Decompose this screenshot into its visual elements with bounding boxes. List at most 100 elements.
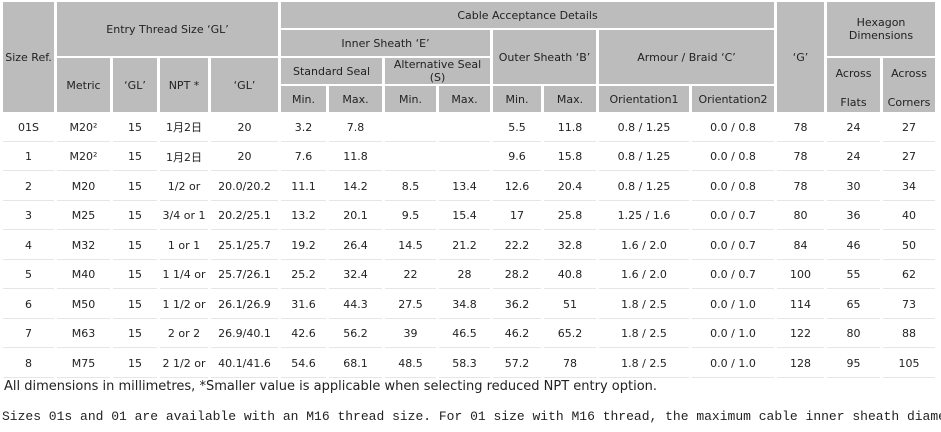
header-cell: ‘GL’ [211,58,279,112]
cell: 27.5 [385,291,437,319]
cell: 14.5 [385,232,437,260]
cell: 15 [113,291,157,319]
cell: 25.1/25.7 [211,232,279,260]
cell: 2 [3,173,54,201]
row: 01S M20² 15 1月2日 20 3.2 7.8 5.5 11.8 0.8 / 1.25 0.… [3,114,936,142]
row: 5 M40 15 1 1/4 or 25.7/26.1 25.2 32.4 22 28 28.2 4… [3,262,936,289]
cell: 25.2 [281,262,327,289]
cell: 65.2 [544,321,597,348]
cell: 7.8 [329,114,383,142]
row: 1 M20² 15 1月2日 20 7.6 11.8 9.6 15.8 0.8 / 1.25 0.0… [3,144,936,171]
cell: 0.8 / 1.25 [599,173,690,201]
header-cell: ‘GL’ [113,58,157,112]
header-cell: Alternative Seal (S) [385,58,491,84]
cell: 1 1/2 or [160,291,208,319]
cell: 114 [777,291,825,319]
cell: 20.1 [329,203,383,230]
cell: 1 or 1 [160,232,208,260]
cell: 15 [113,173,157,201]
cell: 0.0 / 0.8 [692,114,775,142]
cell [439,144,491,171]
cell: 11.8 [544,114,597,142]
cell: 6 [3,291,54,319]
cell: 5.5 [493,114,542,142]
header-cell: Orientation1 [599,86,690,112]
cell: 26.1/26.9 [211,291,279,319]
cell: 122 [777,321,825,348]
cell: 68.1 [329,350,383,378]
cell: 12.6 [493,173,542,201]
cell: 46.2 [493,321,542,348]
cell [439,114,491,142]
cell: 42.6 [281,321,327,348]
cell: 15 [113,321,157,348]
cell: M63 [57,321,110,348]
header-cell: Hexagon Dimensions [827,2,936,56]
cell: M20² [57,144,110,171]
cell: 105 [883,350,936,378]
cell: 20.2/25.1 [211,203,279,230]
note: Sizes 01s and 01 are available with an M… [2,409,941,424]
cell: 27 [883,144,936,171]
cell: M75 [57,350,110,378]
header-line: Corners [887,96,931,109]
cell: 95 [827,350,881,378]
cell: 15.4 [439,203,491,230]
cell: 28.2 [493,262,542,289]
cell: 20 [211,144,279,171]
header-cell: Max. [544,86,597,112]
header-cell: Standard Seal [281,58,383,84]
cell: 17 [493,203,542,230]
cell: 34.8 [439,291,491,319]
cell: 21.2 [439,232,491,260]
cell: 78 [544,350,597,378]
cell: 19.2 [281,232,327,260]
cell: 1.8 / 2.5 [599,291,690,319]
cell: 1.6 / 2.0 [599,262,690,289]
header-cell: Orientation2 [692,86,775,112]
header-cell: Min. [385,86,437,112]
header-cell: Min. [493,86,542,112]
cell: 1.8 / 2.5 [599,350,690,378]
cell: 62 [883,262,936,289]
cell [385,144,437,171]
cell: 26.9/40.1 [211,321,279,348]
row: 2 M20 15 1/2 or 20.0/20.2 11.1 14.2 8.5 13.4 12.6… [3,173,936,201]
cell: 40.1/41.6 [211,350,279,378]
cell: 54.6 [281,350,327,378]
cell: 15 [113,350,157,378]
cell: 1 1/4 or [160,262,208,289]
cell: 46.5 [439,321,491,348]
cell: 1.25 / 1.6 [599,203,690,230]
header-cell: Metric [57,58,110,112]
cell: 24 [827,114,881,142]
cell: 32.8 [544,232,597,260]
cell: 13.4 [439,173,491,201]
cell: 80 [827,321,881,348]
cell: 15 [113,114,157,142]
cell: 1/2 or [160,173,208,201]
spec-table: Size Ref. Entry Thread Size ‘GL’ Cable A… [3,2,936,378]
table-body: 01S M20² 15 1月2日 20 3.2 7.8 5.5 11.8 0.8 / 1.25 0.… [3,114,936,378]
cell: 7.6 [281,144,327,171]
cell: 88 [883,321,936,348]
cell: 15 [113,262,157,289]
cell: 14.2 [329,173,383,201]
header-cell: Min. [281,86,327,112]
cell: 1.6 / 2.0 [599,232,690,260]
cell: 3.2 [281,114,327,142]
cell: 26.4 [329,232,383,260]
row: 7 M63 15 2 or 2 26.9/40.1 42.6 56.2 39 46.5 46.2 6… [3,321,936,348]
cell: 25.8 [544,203,597,230]
cell: 28 [439,262,491,289]
cell: 0.0 / 0.7 [692,232,775,260]
cell: 15 [113,232,157,260]
cell: 84 [777,232,825,260]
cell: 39 [385,321,437,348]
cell: 3 [3,203,54,230]
header-cell: Max. [329,86,383,112]
cell: 100 [777,262,825,289]
cell: 3/4 or 1 [160,203,208,230]
cell: 27 [883,114,936,142]
cell: 15 [113,144,157,171]
